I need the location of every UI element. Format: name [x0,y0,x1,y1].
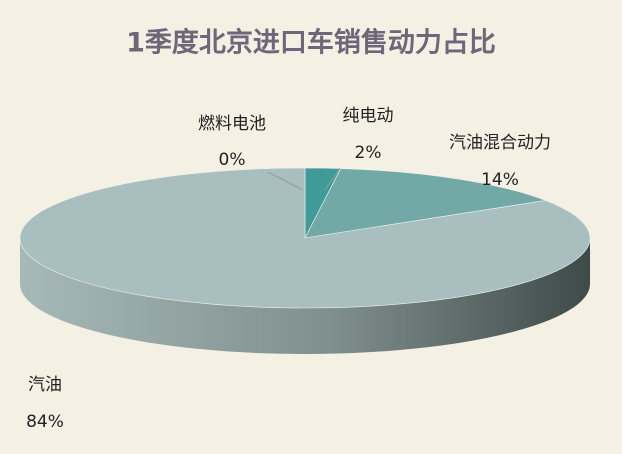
slice [304,168,547,239]
slice-side [20,238,590,354]
slice-label: 纯电动 [343,106,394,126]
slice-label: 燃料电池 [198,114,266,134]
value-label: 0% [219,150,246,170]
slice-label: 汽油混合动力 [449,133,551,153]
value-label: 14% [481,170,519,190]
slice-label: 汽油 [28,375,62,395]
chart-title: 1季度北京进口车销售动力占比 [126,27,496,59]
leader-line [267,171,304,191]
leader-line [324,167,341,191]
slice [19,167,591,309]
value-label: 84% [26,412,64,432]
value-label: 2% [355,143,382,163]
